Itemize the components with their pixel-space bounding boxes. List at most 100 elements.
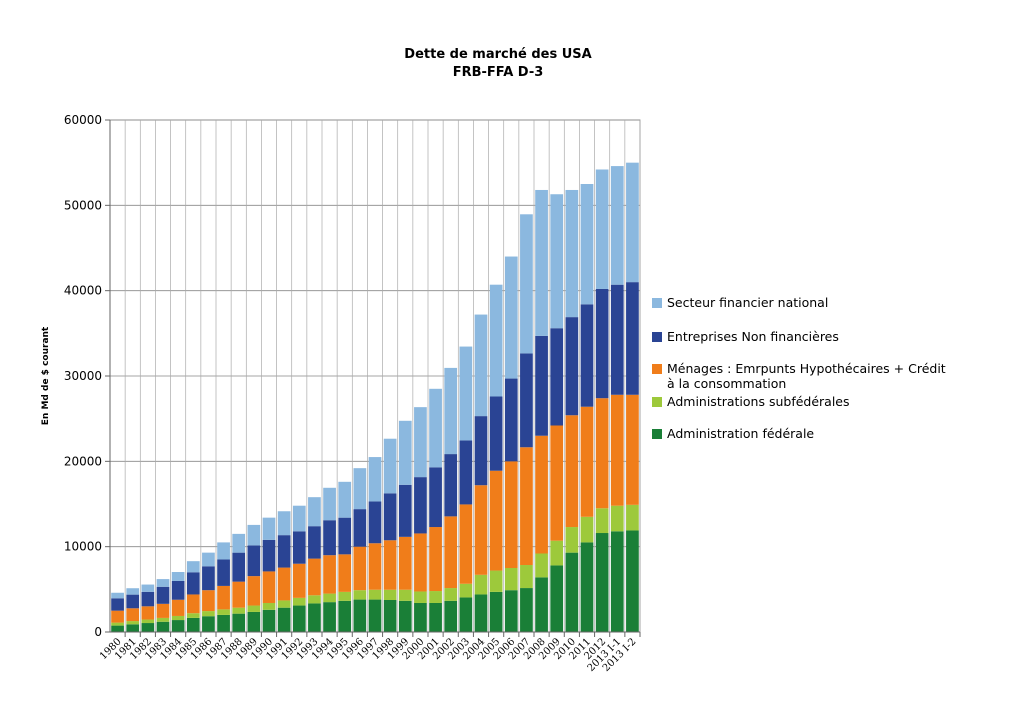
y-tick-label: 20000 <box>64 454 102 468</box>
bar-segment <box>444 600 458 632</box>
y-ticks: 0 10000 20000 30000 40000 50000 60000 <box>64 113 110 639</box>
bar-segment <box>353 468 367 510</box>
legend-swatch <box>652 298 662 308</box>
bar-segment <box>368 599 382 632</box>
bar-segment <box>459 440 473 505</box>
bar-segment <box>126 588 140 595</box>
bar-segment <box>126 608 140 622</box>
bar-segment <box>292 605 306 632</box>
bar-segment <box>247 545 261 577</box>
bar-segment <box>126 594 140 609</box>
bar-segment <box>217 609 230 615</box>
legend-label: Administrations subfédérales <box>667 394 850 409</box>
bar-segment <box>626 530 639 632</box>
bar-segment <box>277 511 291 536</box>
bar-segment <box>489 396 503 471</box>
bar-segment <box>489 284 503 397</box>
bar-segment <box>429 527 442 592</box>
y-tick-label: 10000 <box>64 540 102 554</box>
bar-segment <box>368 457 382 502</box>
bar-segment <box>535 435 548 554</box>
bar-segment <box>247 611 261 632</box>
bar-segment <box>504 378 518 462</box>
bar-segment <box>550 194 564 329</box>
bar-segment <box>398 589 412 601</box>
bar-segment <box>217 559 230 586</box>
bar-segment <box>171 572 185 581</box>
bar-segment <box>126 624 140 632</box>
bar-segment <box>338 591 352 601</box>
bar-segment <box>414 407 427 478</box>
bar-segment <box>565 317 579 416</box>
bar-segment <box>580 406 594 517</box>
bar-segment <box>292 597 306 606</box>
legend-label: Entreprises Non financières <box>667 329 839 344</box>
bar-segment <box>535 553 548 578</box>
bars <box>111 162 639 632</box>
bar-segment <box>504 256 518 379</box>
bar-segment <box>383 438 397 494</box>
bar-segment <box>292 531 306 564</box>
bar-segment <box>156 586 170 604</box>
bar-segment <box>595 169 609 289</box>
bar-segment <box>489 470 503 571</box>
bar-segment <box>156 603 170 618</box>
bar-segment <box>156 621 170 632</box>
bar-segment <box>398 484 412 537</box>
bar-segment <box>489 570 503 592</box>
bar-segment <box>535 577 548 632</box>
bar-segment <box>202 566 215 591</box>
bar-segment <box>353 590 367 600</box>
bar-segment <box>610 394 624 506</box>
bar-segment <box>338 481 352 518</box>
bar-segment <box>292 505 306 532</box>
bar-segment <box>171 580 185 600</box>
bar-segment <box>217 542 230 560</box>
bar-segment <box>202 616 215 632</box>
bar-segment <box>414 602 427 632</box>
bar-segment <box>308 526 321 559</box>
bar-segment <box>459 597 473 632</box>
bar-segment <box>444 367 458 455</box>
bar-segment <box>535 335 548 436</box>
bar-segment <box>444 588 458 601</box>
bar-segment <box>520 447 533 566</box>
bar-segment <box>262 571 276 603</box>
bar-segment <box>308 603 321 632</box>
bar-segment <box>247 576 261 606</box>
bar-segment <box>383 540 397 590</box>
bar-segment <box>580 516 594 543</box>
bar-segment <box>368 543 382 590</box>
bar-segment <box>520 353 533 448</box>
bar-segment <box>429 388 442 468</box>
bar-segment <box>232 581 246 608</box>
bar-segment <box>308 558 321 596</box>
bar-segment <box>217 614 230 632</box>
bar-segment <box>565 552 579 632</box>
bar-segment <box>141 606 155 620</box>
bar-segment <box>353 509 367 547</box>
bar-segment <box>595 398 609 509</box>
bar-segment <box>141 623 155 632</box>
bar-segment <box>520 588 533 632</box>
bar-segment <box>156 617 170 622</box>
bar-segment <box>550 540 564 566</box>
bar-segment <box>383 600 397 632</box>
bar-segment <box>580 304 594 407</box>
bar-segment <box>232 552 246 582</box>
bar-segment <box>186 617 200 632</box>
bar-segment <box>247 605 261 612</box>
bar-segment <box>444 516 458 589</box>
bar-segment <box>520 214 533 354</box>
bar-segment <box>111 625 124 632</box>
y-tick-label: 60000 <box>64 113 102 127</box>
bar-segment <box>111 592 124 599</box>
bar-segment <box>626 162 639 283</box>
bar-segment <box>610 505 624 532</box>
bar-segment <box>504 590 518 632</box>
bar-segment <box>368 501 382 544</box>
legend-swatch <box>652 429 662 439</box>
bar-segment <box>610 531 624 632</box>
bar-segment <box>580 542 594 632</box>
bar-segment <box>156 579 170 587</box>
